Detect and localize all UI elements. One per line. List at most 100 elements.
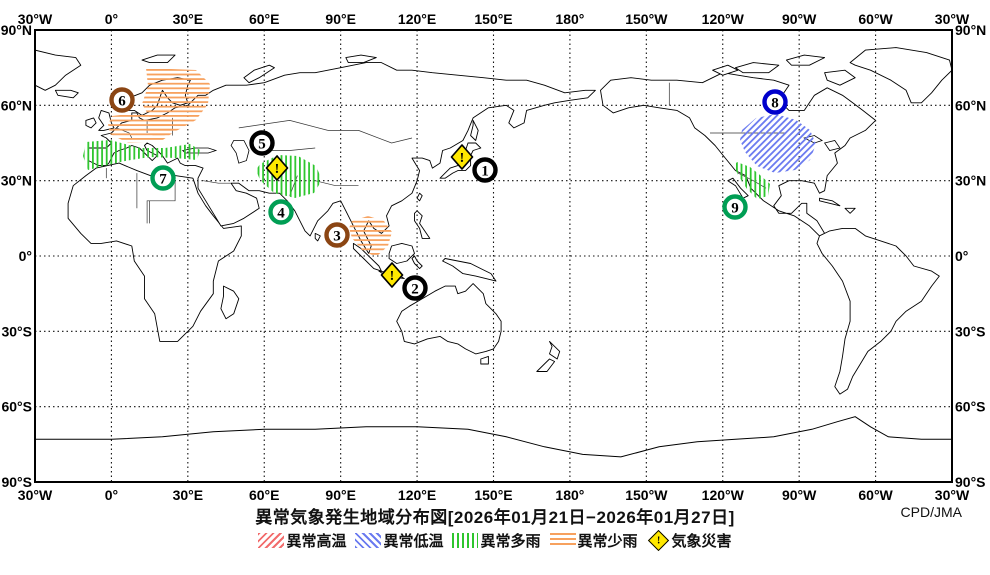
- landmass: [314, 232, 321, 242]
- landmass: [536, 358, 556, 372]
- landmass: [735, 62, 780, 74]
- legend-label: 異常低温: [383, 533, 444, 550]
- anomaly-patch-dry: [108, 112, 174, 143]
- dry-swatch-icon: [549, 533, 576, 548]
- legend-item-dry: 異常少雨: [549, 530, 638, 551]
- country-border: [327, 130, 413, 144]
- legend-label: 異常高温: [286, 533, 347, 550]
- region-marker-3: 3: [324, 222, 350, 248]
- region-circle-icon: [150, 165, 176, 191]
- region-circle-icon: [268, 199, 294, 225]
- axis-label-top: 30°E: [173, 11, 204, 27]
- legend: 異常高温 異常低温 異常多雨 異常少雨! 気象災害: [0, 529, 990, 552]
- axis-label-bottom: 180°: [555, 487, 584, 503]
- axis-label-top: 60°E: [249, 11, 280, 27]
- region-number: 6: [118, 94, 126, 110]
- axis-label-top: 180°: [555, 11, 584, 27]
- region-number: 5: [258, 137, 266, 153]
- axis-label-left: 90°S: [1, 474, 32, 490]
- region-number: 7: [159, 172, 167, 188]
- warning-diamond-icon: [380, 262, 404, 288]
- region-number: 4: [277, 206, 285, 222]
- legend-item-extreme-heat: 異常高温: [258, 530, 346, 551]
- heavy-rain-swatch-icon: [452, 533, 479, 548]
- exclamation-glyph: !: [390, 269, 395, 284]
- exclamation-glyph: !: [275, 162, 280, 177]
- axis-label-bottom: 150°W: [625, 487, 668, 503]
- axis-label-top: 90°E: [325, 11, 356, 27]
- axis-label-bottom: 60°W: [858, 487, 893, 503]
- axis-label-right: 30°S: [955, 323, 986, 339]
- axis-label-top: 150°W: [625, 11, 668, 27]
- legend-item-heavy-rain: 異常多雨: [452, 530, 541, 551]
- region-marker-8: 8: [762, 89, 788, 115]
- landmass: [411, 255, 423, 270]
- country-border: [315, 180, 359, 187]
- axis-label-left: 90°N: [1, 22, 32, 38]
- axis-label-right: 90°S: [955, 474, 986, 490]
- legend-item-disaster: ! 気象災害: [647, 529, 732, 552]
- axis-label-top: 120°E: [398, 11, 436, 27]
- landmass: [388, 242, 415, 264]
- map-layers: [35, 30, 952, 482]
- axis-label-bottom: 150°E: [474, 487, 512, 503]
- country-border: [203, 180, 232, 184]
- landmass: [35, 49, 82, 91]
- warning-diamond-icon: [265, 155, 289, 181]
- region-circle-icon: [324, 222, 350, 248]
- axis-label-bottom: 30°W: [935, 487, 970, 503]
- landmass: [414, 210, 431, 239]
- axis-label-bottom: 90°E: [325, 487, 356, 503]
- map-frame: [34, 29, 953, 483]
- landmass: [470, 119, 479, 141]
- axis-label-left: 30°S: [1, 323, 32, 339]
- region-circle-icon: [722, 194, 748, 220]
- axis-label-right: 60°S: [955, 399, 986, 415]
- landmass: [85, 117, 97, 129]
- region-circle-icon: [762, 89, 788, 115]
- region-marker-7: 7: [150, 165, 176, 191]
- region-circle-icon: [402, 275, 428, 301]
- landmass: [712, 64, 739, 76]
- country-border: [146, 178, 176, 224]
- country-border: [238, 120, 328, 131]
- legend-label: 気象災害: [671, 533, 732, 550]
- exclamation-glyph: !: [656, 534, 660, 546]
- landmass: [345, 54, 377, 64]
- region-circle-icon: [472, 157, 498, 183]
- axis-label-left: 60°N: [1, 97, 32, 113]
- landmass: [54, 89, 79, 99]
- anomaly-patch-dry: [349, 216, 392, 257]
- axis-label-bottom: 90°W: [782, 487, 817, 503]
- axis-label-left: 30°N: [1, 173, 32, 189]
- landmass: [243, 64, 275, 84]
- antarctica-coastline: [35, 416, 952, 458]
- axis-label-bottom: 0°: [105, 487, 118, 503]
- axis-label-right: 60°N: [955, 97, 986, 113]
- landmass: [824, 69, 856, 86]
- legend-label: 異常少雨: [577, 533, 638, 550]
- legend-label: 異常多雨: [480, 533, 541, 550]
- landmass: [785, 54, 826, 66]
- axis-label-left: 0°: [19, 248, 32, 264]
- region-number: 2: [411, 282, 419, 298]
- axis-label-bottom: 30°W: [18, 487, 53, 503]
- extreme-cold-swatch-icon: [355, 533, 382, 548]
- landmass: [442, 258, 497, 282]
- warning-diamond-icon: [450, 144, 474, 170]
- landmass: [549, 340, 561, 360]
- anomaly-patch-heavy-rain: [734, 162, 770, 199]
- region-marker-2: 2: [402, 275, 428, 301]
- anomaly-patch-heavy-rain: [83, 140, 200, 170]
- landmass: [816, 227, 940, 395]
- axis-label-top: 120°W: [702, 11, 745, 27]
- axis-label-bottom: 60°E: [249, 487, 280, 503]
- map-title: 異常気象発生地域分布図[2026年01月21日−2026年01月27日]: [255, 508, 735, 527]
- region-number: 3: [333, 229, 341, 245]
- region-marker-6: 6: [109, 87, 135, 113]
- axis-label-bottom: 30°E: [173, 487, 204, 503]
- axis-label-bottom: 120°E: [398, 487, 436, 503]
- axis-label-left: 60°S: [1, 399, 32, 415]
- axis-label-top: 30°W: [935, 11, 970, 27]
